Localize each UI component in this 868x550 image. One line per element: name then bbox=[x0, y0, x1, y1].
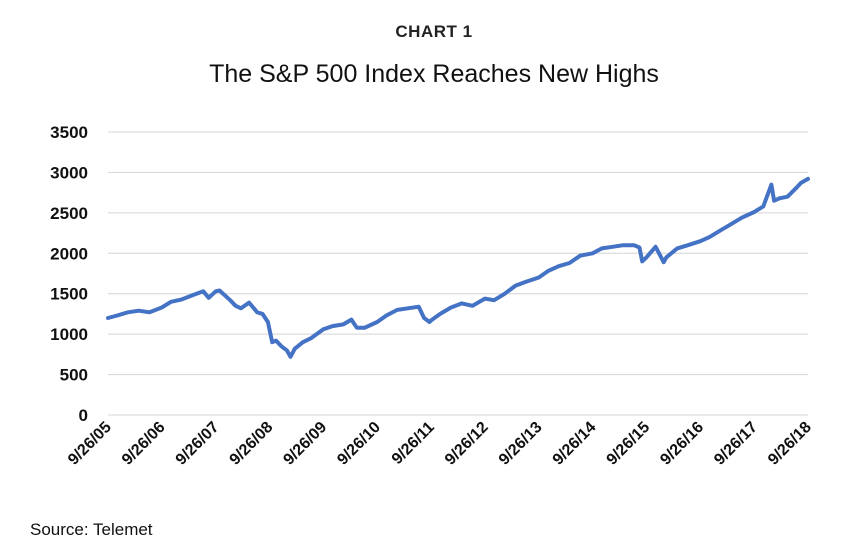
x-tick-label: 9/26/05 bbox=[65, 419, 115, 469]
x-axis-ticks: 9/26/05 9/26/06 9/26/07 9/26/08 9/26/09 9/26/… bbox=[65, 419, 815, 469]
x-tick-label: 9/26/13 bbox=[496, 419, 546, 469]
y-tick-label: 2500 bbox=[50, 204, 88, 223]
x-tick-label: 9/26/12 bbox=[442, 419, 492, 469]
x-tick-label: 9/26/08 bbox=[227, 419, 277, 469]
series-line-0 bbox=[106, 176, 810, 359]
y-tick-label: 1500 bbox=[50, 285, 88, 304]
source-note: Source: Telemet bbox=[30, 520, 153, 539]
chart-label: CHART 1 bbox=[395, 22, 473, 41]
series-layer bbox=[106, 176, 810, 359]
y-tick-label: 3000 bbox=[50, 163, 88, 182]
x-tick-label: 9/26/06 bbox=[119, 419, 169, 469]
y-tick-label: 500 bbox=[60, 366, 88, 385]
x-tick-label: 9/26/09 bbox=[280, 419, 330, 469]
x-tick-label: 9/26/16 bbox=[657, 419, 707, 469]
y-tick-label: 1000 bbox=[50, 325, 88, 344]
x-tick-label: 9/26/15 bbox=[604, 419, 654, 469]
x-tick-label: 9/26/14 bbox=[550, 419, 600, 469]
x-tick-label: 9/26/10 bbox=[334, 419, 384, 469]
x-tick-label: 9/26/11 bbox=[389, 419, 438, 468]
x-tick-label: 9/26/18 bbox=[765, 419, 815, 469]
y-axis-ticks: 0 500 1000 1500 2000 2500 3000 3500 bbox=[50, 123, 88, 425]
y-tick-label: 3500 bbox=[50, 123, 88, 142]
x-tick-label: 9/26/07 bbox=[173, 419, 223, 469]
y-tick-label: 2000 bbox=[50, 244, 88, 263]
y-tick-label: 0 bbox=[79, 406, 88, 425]
chart-title: The S&P 500 Index Reaches New Highs bbox=[209, 60, 659, 88]
x-tick-label: 9/26/17 bbox=[711, 419, 761, 469]
gridlines bbox=[108, 131, 808, 416]
